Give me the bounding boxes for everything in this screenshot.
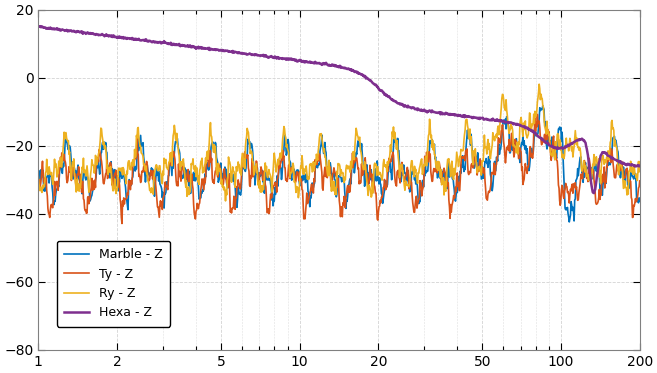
Marble - Z bbox=[447, 172, 455, 176]
Ty - Z bbox=[504, 144, 512, 148]
Marble - Z bbox=[299, 175, 307, 180]
Ry - Z bbox=[96, 145, 104, 149]
Marble - Z bbox=[503, 121, 511, 126]
Ty - Z bbox=[514, 156, 522, 161]
Ry - Z bbox=[448, 159, 456, 163]
Marble - Z bbox=[277, 177, 285, 182]
Ry - Z bbox=[636, 160, 644, 164]
Marble - Z bbox=[539, 103, 547, 108]
Hexa - Z bbox=[504, 120, 512, 125]
Hexa - Z bbox=[34, 24, 42, 29]
Hexa - Z bbox=[590, 191, 598, 195]
Ty - Z bbox=[278, 158, 286, 163]
Ry - Z bbox=[34, 174, 42, 179]
Legend: Marble - Z, Ty - Z, Ry - Z, Hexa - Z: Marble - Z, Ty - Z, Ry - Z, Hexa - Z bbox=[57, 241, 170, 327]
Ty - Z bbox=[636, 179, 644, 183]
Hexa - Z bbox=[448, 113, 456, 117]
Ry - Z bbox=[221, 199, 229, 203]
Line: Marble - Z: Marble - Z bbox=[38, 106, 640, 222]
Marble - Z bbox=[636, 199, 644, 203]
Line: Ry - Z: Ry - Z bbox=[38, 84, 640, 201]
Hexa - Z bbox=[300, 59, 307, 63]
Ty - Z bbox=[300, 217, 307, 221]
Marble - Z bbox=[514, 151, 522, 155]
Ry - Z bbox=[278, 146, 286, 151]
Ty - Z bbox=[96, 148, 104, 153]
Marble - Z bbox=[34, 170, 42, 174]
Ry - Z bbox=[514, 140, 522, 144]
Hexa - Z bbox=[97, 33, 104, 37]
Ry - Z bbox=[535, 82, 543, 87]
Hexa - Z bbox=[278, 56, 286, 60]
Ty - Z bbox=[34, 177, 42, 181]
Ry - Z bbox=[300, 166, 307, 171]
Ty - Z bbox=[118, 221, 126, 226]
Hexa - Z bbox=[514, 123, 522, 127]
Ty - Z bbox=[533, 112, 541, 116]
Ty - Z bbox=[448, 203, 456, 208]
Ry - Z bbox=[504, 120, 512, 125]
Hexa - Z bbox=[36, 24, 44, 28]
Line: Ty - Z: Ty - Z bbox=[38, 114, 640, 223]
Line: Hexa - Z: Hexa - Z bbox=[38, 26, 640, 193]
Marble - Z bbox=[96, 172, 104, 176]
Hexa - Z bbox=[636, 164, 644, 168]
Marble - Z bbox=[565, 220, 573, 224]
